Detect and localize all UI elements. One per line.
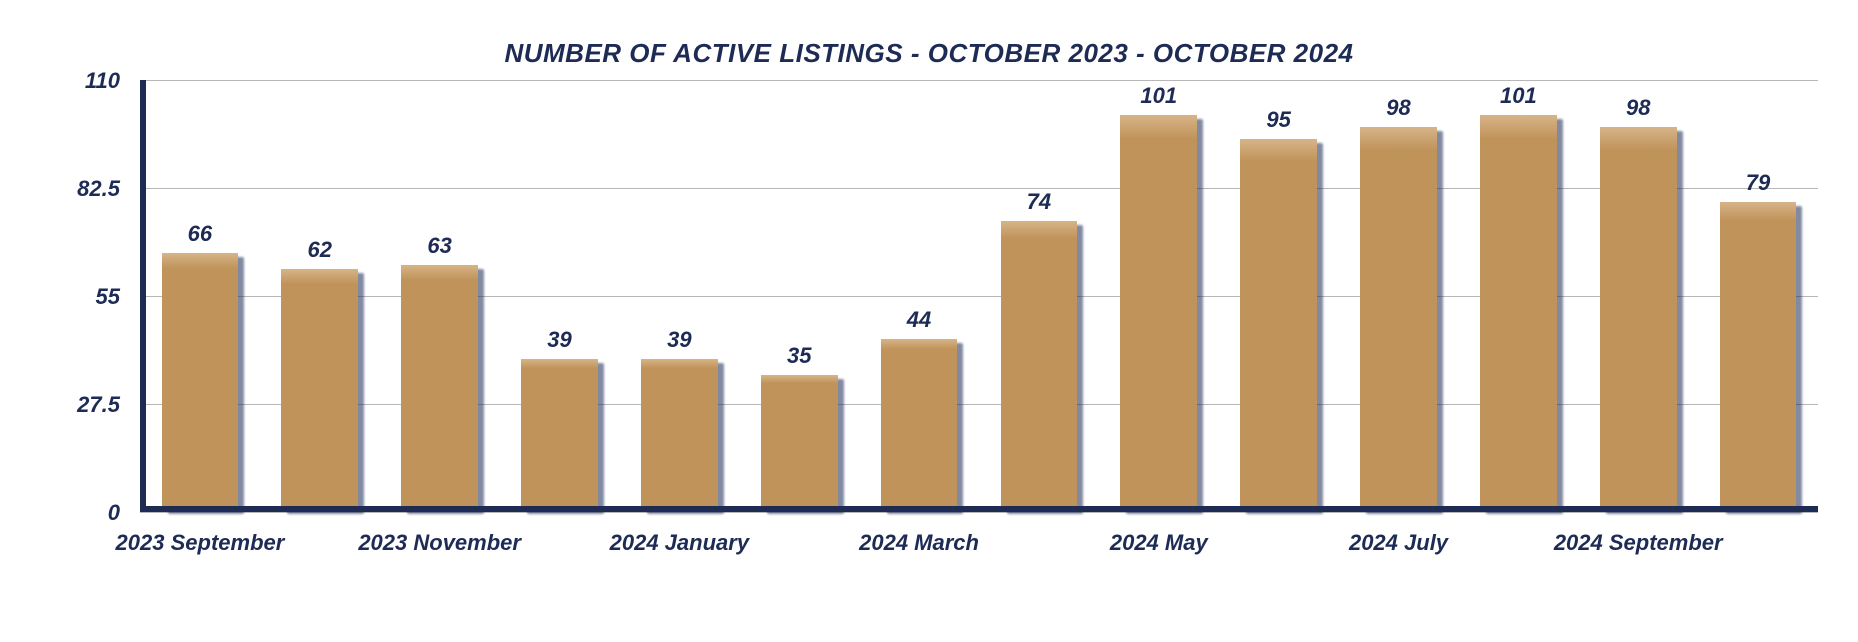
bar: 74: [1001, 221, 1078, 512]
x-tick-label: 2024 March: [859, 530, 979, 556]
x-tick-label: 2024 September: [1554, 530, 1723, 556]
bars-group: 666263393935447410195981019879: [140, 80, 1818, 512]
bar-body: [1001, 221, 1078, 512]
x-tick-label: 2024 May: [1110, 530, 1208, 556]
bar-body: [1240, 139, 1317, 512]
bar: 39: [641, 359, 718, 512]
bar: 62: [281, 269, 358, 512]
chart-container: NUMBER OF ACTIVE LISTINGS - OCTOBER 2023…: [0, 0, 1858, 642]
bar: 101: [1120, 115, 1197, 512]
x-tick-label: 2023 November: [358, 530, 521, 556]
bar-value-label: 101: [1500, 83, 1537, 109]
bar-value-label: 98: [1386, 95, 1410, 121]
bar-value-label: 74: [1027, 189, 1051, 215]
bar: 44: [881, 339, 958, 512]
bar: 39: [521, 359, 598, 512]
bar-body: [401, 265, 478, 512]
plot-area: 666263393935447410195981019879: [140, 80, 1818, 512]
bar: 101: [1480, 115, 1557, 512]
x-tick-label: 2024 July: [1349, 530, 1448, 556]
bar-body: [761, 375, 838, 512]
y-tick-label: 0: [0, 500, 120, 526]
bar-value-label: 95: [1266, 107, 1290, 133]
bar-body: [881, 339, 958, 512]
bar-body: [1360, 127, 1437, 512]
bar-value-label: 63: [427, 233, 451, 259]
bar: 63: [401, 265, 478, 512]
bar-body: [521, 359, 598, 512]
x-axis: [140, 506, 1818, 512]
bar-value-label: 39: [547, 327, 571, 353]
bar-body: [641, 359, 718, 512]
bar: 66: [162, 253, 239, 512]
bar-value-label: 39: [667, 327, 691, 353]
x-tick-label: 2023 September: [116, 530, 285, 556]
bar-body: [1720, 202, 1797, 512]
gridline: [140, 512, 1818, 513]
bar-body: [1120, 115, 1197, 512]
bar: 98: [1600, 127, 1677, 512]
bar-body: [162, 253, 239, 512]
chart-title: NUMBER OF ACTIVE LISTINGS - OCTOBER 2023…: [0, 38, 1858, 69]
bar-value-label: 35: [787, 343, 811, 369]
bar-value-label: 44: [907, 307, 931, 333]
bar-value-label: 62: [308, 237, 332, 263]
x-tick-label: 2024 January: [610, 530, 749, 556]
bar-body: [1600, 127, 1677, 512]
bar-value-label: 66: [188, 221, 212, 247]
y-axis: [140, 80, 146, 512]
bar-value-label: 98: [1626, 95, 1650, 121]
bar-body: [281, 269, 358, 512]
bar-value-label: 101: [1140, 83, 1177, 109]
bar: 79: [1720, 202, 1797, 512]
bar: 35: [761, 375, 838, 512]
bar: 95: [1240, 139, 1317, 512]
bar-value-label: 79: [1746, 170, 1770, 196]
y-tick-label: 82.5: [0, 176, 120, 202]
bar: 98: [1360, 127, 1437, 512]
y-tick-label: 55: [0, 284, 120, 310]
y-tick-label: 27.5: [0, 392, 120, 418]
y-tick-label: 110: [0, 68, 120, 94]
bar-body: [1480, 115, 1557, 512]
